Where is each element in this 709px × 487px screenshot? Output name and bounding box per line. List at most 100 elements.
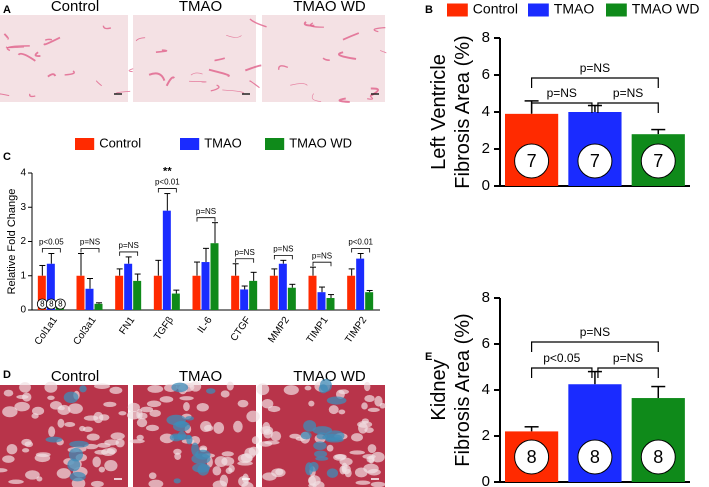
tubule <box>44 381 58 393</box>
image-bg <box>133 15 256 102</box>
tubule <box>145 424 159 432</box>
fiber <box>189 80 207 83</box>
significance-bracket <box>157 188 177 193</box>
legend-label: Control <box>99 135 141 150</box>
tubule <box>79 425 86 432</box>
y-axis-label-line: Fibrosis Area (%) <box>452 35 474 188</box>
collagen <box>45 436 63 443</box>
y-tick-label: 4 <box>482 381 490 398</box>
tubule <box>0 468 8 473</box>
legend-label: Control <box>473 1 518 17</box>
tubule <box>49 401 63 410</box>
x-tick-label: Col3a1 <box>71 315 98 348</box>
y-axis-label: Relative Fold Change <box>6 189 18 295</box>
collagen <box>326 468 339 478</box>
y-axis-label: Left Ventricle Fibrosis Area (%) <box>428 35 474 188</box>
tubule <box>97 442 111 448</box>
tubule <box>104 460 118 472</box>
tubule <box>308 400 315 407</box>
y-tick-label: 8 <box>482 29 490 46</box>
bar <box>162 210 171 310</box>
tubule <box>370 481 386 487</box>
y-tick-label: 4 <box>20 168 26 179</box>
bar <box>308 275 317 310</box>
tubule <box>275 468 284 476</box>
fiber <box>249 80 260 89</box>
bar <box>115 275 124 310</box>
x-tick-label: TGFβ <box>152 315 176 343</box>
tubule <box>146 400 162 408</box>
significance-label: p=NS <box>580 325 610 339</box>
tubule <box>25 470 40 480</box>
n-label: 7 <box>527 151 537 171</box>
significance-label: p<0.01 <box>155 178 180 187</box>
n-label: 7 <box>653 151 663 171</box>
micrograph <box>128 15 262 102</box>
image-title: TMAO <box>179 0 222 15</box>
fiber <box>208 68 230 77</box>
tubule <box>333 454 346 461</box>
collagen <box>315 456 329 461</box>
collagen <box>79 385 87 393</box>
tubule <box>349 450 365 455</box>
tubule <box>137 412 148 420</box>
bar <box>326 298 335 310</box>
significance-label: p=NS <box>312 251 332 260</box>
legend-label: TMAO <box>204 135 242 150</box>
collagen <box>171 382 189 393</box>
fiber <box>379 50 387 54</box>
fiber <box>43 36 61 46</box>
n-circle <box>54 298 66 310</box>
fiber <box>367 95 374 100</box>
collagen <box>325 437 344 443</box>
bar <box>347 275 356 310</box>
tubule <box>251 436 260 445</box>
y-tick-label: 2 <box>482 427 490 444</box>
bar <box>210 243 219 310</box>
legend-swatch <box>606 3 627 17</box>
significance-bracket <box>312 261 332 267</box>
tubule <box>14 401 30 412</box>
fiber <box>214 57 226 62</box>
fiber <box>278 65 289 70</box>
significance-bracket <box>273 254 293 260</box>
tubule <box>93 411 104 424</box>
tubule <box>246 410 260 423</box>
y-tick-label: 0 <box>482 473 490 487</box>
fiber <box>210 84 220 92</box>
collagen <box>166 414 186 426</box>
tubule <box>2 455 15 463</box>
collagen <box>173 478 181 484</box>
n-label: 8 <box>49 300 54 309</box>
tubule <box>83 415 99 421</box>
fiber <box>338 51 357 60</box>
tubule <box>57 418 65 428</box>
tubule <box>263 428 273 439</box>
tubule <box>103 401 117 408</box>
tubule <box>213 422 225 434</box>
tubule <box>219 474 229 487</box>
image-title: TMAO <box>179 368 222 385</box>
tubule <box>261 398 274 409</box>
tubule <box>22 392 32 402</box>
tubule <box>2 406 18 418</box>
tubule <box>148 472 157 480</box>
legend-label: TMAO WD <box>289 135 352 150</box>
bar <box>76 275 85 310</box>
micrograph <box>126 381 260 487</box>
tubule <box>270 431 282 442</box>
legend-swatch <box>75 138 95 150</box>
tubule <box>226 381 234 391</box>
y-tick-label: 2 <box>20 236 26 247</box>
bar <box>287 287 296 310</box>
tubule <box>149 409 161 417</box>
significance-bracket <box>235 258 255 263</box>
tubule <box>196 403 209 412</box>
tubule <box>367 468 381 476</box>
y-tick-label: 2 <box>482 140 490 157</box>
significance-bracket <box>597 102 659 113</box>
significance-bracket <box>531 77 659 88</box>
collagen <box>312 426 333 435</box>
n-circle <box>514 439 550 475</box>
